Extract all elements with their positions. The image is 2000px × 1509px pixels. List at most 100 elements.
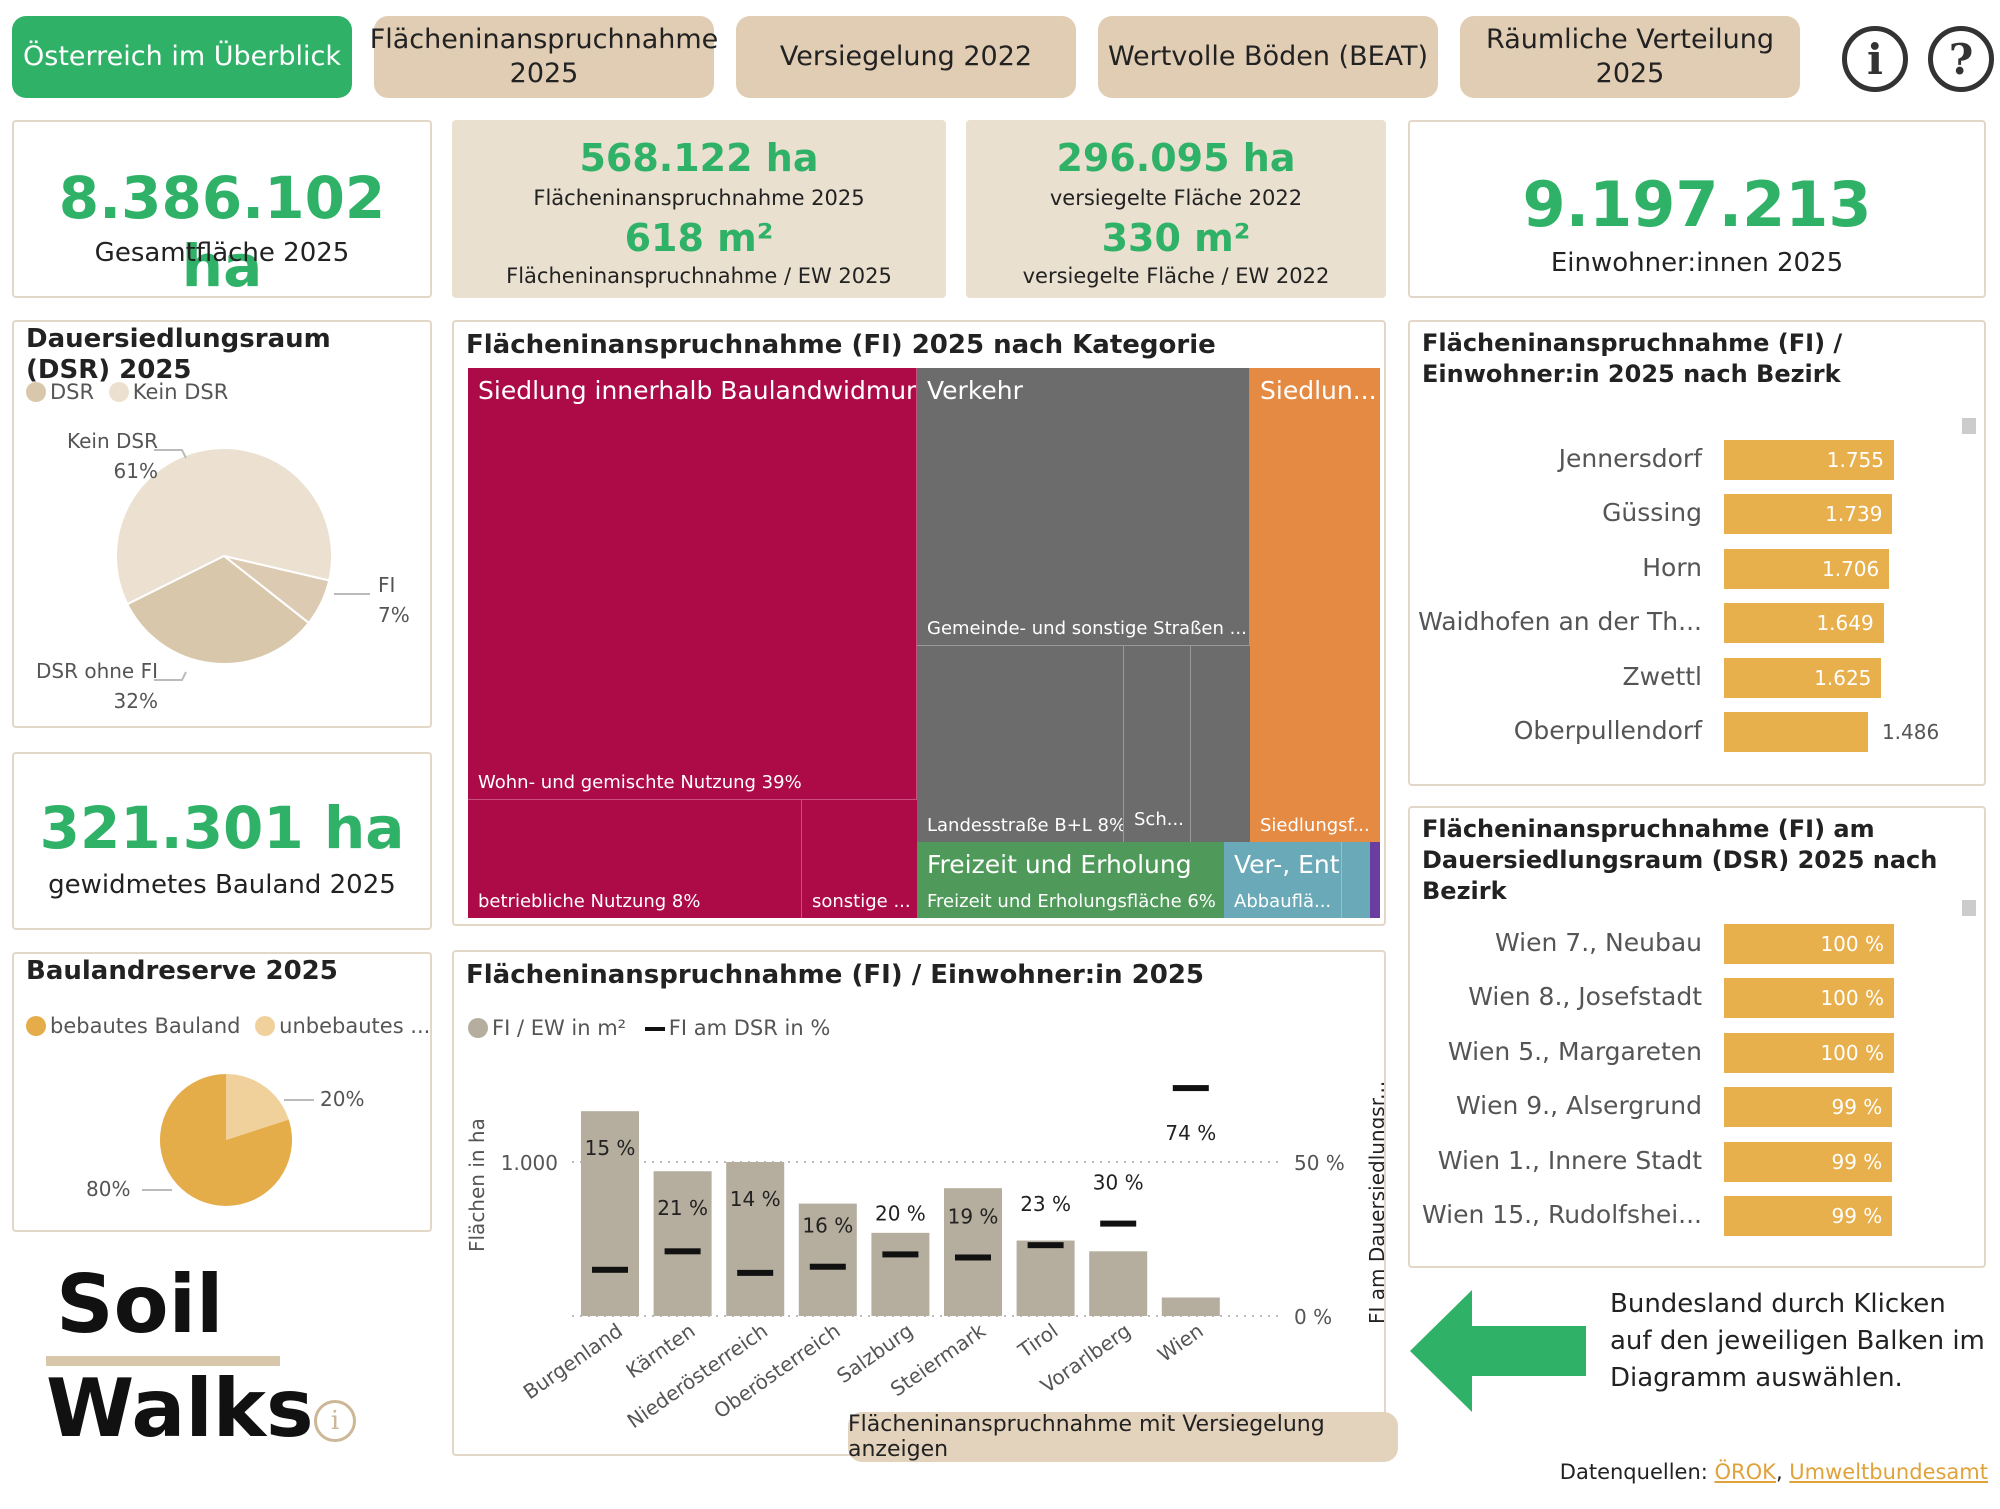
fi-ew-chart[interactable]: 1.000 50 % 0 % Flächen in ha FI am Dauersied… — [454, 952, 1384, 1452]
treemap-cell-versorgung[interactable]: Ver-, Ents... Abbauflä... — [1224, 842, 1342, 918]
logo-info-icon[interactable]: i — [314, 1400, 356, 1442]
bar[interactable] — [1724, 1141, 1893, 1182]
bar-salzburg[interactable] — [871, 1232, 930, 1316]
treemap-cell-schiene[interactable]: Sch... — [1124, 646, 1191, 842]
tab-wertvolle-boeden[interactable]: Wertvolle Böden (BEAT) — [1098, 16, 1438, 98]
dsr-marker — [955, 1254, 991, 1261]
bar-value: 1.625 — [1814, 665, 1872, 690]
kpi-vers-ew-value: 330 m² — [1101, 216, 1251, 260]
bar[interactable] — [1724, 548, 1890, 589]
dsr-pie[interactable] — [14, 322, 430, 726]
source-link-oerok[interactable]: ÖROK — [1714, 1460, 1776, 1484]
pie-slice-bebaut[interactable] — [160, 1074, 293, 1206]
treemap-cell-landesstrasse[interactable]: Landesstraße B+L 8% — [917, 646, 1124, 842]
bar-niederösterreich[interactable] — [726, 1162, 785, 1316]
show-sealing-button[interactable]: Flächeninanspruchnahme mit Versiegelung … — [848, 1412, 1398, 1462]
reserve-pie[interactable] — [14, 954, 430, 1230]
bezirk-dsr-scrollbar[interactable] — [1962, 900, 1976, 916]
pie-slice-unbebaut[interactable] — [226, 1074, 289, 1140]
treemap-cell-title: Ver-, Ents... — [1234, 850, 1341, 879]
treemap-cell-sub: betriebliche Nutzung 8% — [478, 891, 701, 912]
logo-line2: Walks — [46, 1362, 314, 1455]
bar[interactable] — [1724, 494, 1893, 535]
source-link-umweltbundesamt[interactable]: Umweltbundesamt — [1789, 1460, 1988, 1484]
legend-bebaut: bebautes Bauland — [50, 1014, 241, 1038]
dsr-card: Dauersiedlungsraum (DSR) 2025 DSR Kein D… — [12, 320, 432, 728]
legend-dot-kein-dsr — [108, 382, 129, 402]
arrow-left-icon — [1410, 1290, 1586, 1412]
bar-oberösterreich[interactable] — [798, 1203, 857, 1316]
bar-wien[interactable] — [1161, 1297, 1220, 1316]
x-tick-label[interactable]: Oberösterreich — [709, 1318, 844, 1423]
tab-flaecheninanspruchnahme[interactable]: Flächeninanspruchnahme 2025 — [370, 16, 718, 98]
help-icon[interactable]: ? — [1928, 26, 1994, 92]
y2-axis-label: FI am Dauersiedlungsr... — [1365, 1081, 1384, 1324]
treemap-cell-sonstige-violett[interactable] — [1370, 842, 1380, 918]
legend-dot-bebaut — [26, 1016, 46, 1036]
bar[interactable] — [1724, 1087, 1893, 1128]
y-axis-label: Flächen in ha — [465, 1118, 489, 1252]
bezirk-ew-bars: Jennersdorf 1.755 Güssing 1.739 Horn 1.706 Wai… — [1410, 322, 1988, 788]
bar-row-label: Wien 5., Margareten — [1447, 1036, 1702, 1066]
dsr-data-label: 19 % — [948, 1204, 999, 1228]
bar[interactable] — [1724, 978, 1894, 1019]
y2-tick-label: 50 % — [1294, 1151, 1345, 1175]
dsr-data-label: 20 % — [875, 1201, 926, 1225]
bar-burgenland[interactable] — [581, 1111, 639, 1316]
pie-slice-dsr-ohne-fi[interactable] — [125, 554, 311, 665]
treemap-cell-title: Freizeit und Erholung — [927, 850, 1192, 879]
kpi-einwohner-label: Einwohner:innen 2025 — [1550, 248, 1844, 278]
dsr-marker — [664, 1248, 701, 1255]
treemap-cell-sub: Gemeinde- und sonstige Straßen ... — [927, 618, 1247, 639]
legend-marker-icon — [644, 1027, 665, 1031]
bar-vorarlberg[interactable] — [1089, 1251, 1148, 1316]
x-tick-label[interactable]: Burgenland — [519, 1318, 627, 1404]
info-icon[interactable]: i — [1842, 26, 1908, 92]
x-tick-label[interactable]: Wien — [1153, 1318, 1208, 1366]
dsr-label-kein-pct: 61% — [113, 459, 158, 483]
bar[interactable] — [1724, 657, 1882, 698]
bar-value: 1.649 — [1816, 611, 1874, 636]
bar[interactable] — [1724, 924, 1894, 964]
bar-row-label: Jennersdorf — [1558, 444, 1702, 473]
tab-oesterreich[interactable]: Österreich im Überblick — [12, 16, 352, 98]
kpi-bauland-value: 321.301 ha — [39, 794, 405, 862]
pie-slice-kein-dsr[interactable] — [115, 447, 333, 606]
treemap-cell-sonstige[interactable]: sonstige ... — [802, 800, 917, 918]
bar[interactable] — [1724, 603, 1884, 644]
kpi-vers-ew-label: versiegelte Fläche / EW 2022 — [1022, 264, 1330, 288]
bar[interactable] — [1724, 1032, 1894, 1073]
bar-kärnten[interactable] — [653, 1171, 712, 1316]
kpi-gesamtflaeche-card: 8.386.102 ha Gesamtfläche 2025 — [12, 120, 432, 300]
treemap-cell-verkehr-sonst[interactable] — [1191, 646, 1250, 842]
bar[interactable] — [1724, 440, 1894, 480]
dsr-data-label: 74 % — [1165, 1121, 1216, 1145]
treemap-cell-siedlung-ausserhalb[interactable]: Siedlun... Siedlungsf... — [1250, 368, 1380, 842]
treemap-cell-sub: Wohn- und gemischte Nutzung 39% — [478, 772, 802, 793]
tab-raeumliche-verteilung[interactable]: Räumliche Verteilung 2025 — [1460, 16, 1800, 98]
tab-versiegelung[interactable]: Versiegelung 2022 — [736, 16, 1076, 98]
treemap-cell-freizeit[interactable]: Freizeit und Erholung Freizeit und Erhol… — [917, 842, 1224, 918]
bar[interactable] — [1724, 1196, 1893, 1236]
x-tick-label[interactable]: Tirol — [1013, 1318, 1063, 1363]
bar-value: 100 % — [1820, 932, 1884, 956]
kpi-fi-label: Flächeninanspruchnahme 2025 — [533, 186, 865, 210]
treemap-cell-sub: sonstige ... — [812, 891, 911, 912]
treemap-cell-abbau[interactable] — [1342, 842, 1370, 918]
fi-ew-chart-legend: FI / EW in m² FI am DSR in % — [468, 1016, 830, 1040]
legend-fi-dsr: FI am DSR in % — [668, 1016, 831, 1040]
bar[interactable] — [1724, 712, 1868, 752]
kpi-einwohner-card: 9.197.213 Einwohner:innen 2025 — [1408, 120, 1986, 298]
dsr-data-label: 15 % — [585, 1136, 636, 1160]
bar-row-label: Güssing — [1602, 498, 1702, 528]
treemap-cell-betriebliche[interactable]: betriebliche Nutzung 8% — [468, 800, 802, 918]
bar-tirol[interactable] — [1016, 1240, 1075, 1316]
treemap-cell-wohnnutzung[interactable]: Siedlung innerhalb Baulandwidmung Wohn- … — [468, 368, 917, 800]
dsr-marker — [592, 1266, 628, 1273]
treemap-cell-gemeindestrassen[interactable]: Verkehr Gemeinde- und sonstige Straßen .… — [917, 368, 1250, 646]
bezirk-ew-scrollbar[interactable] — [1962, 418, 1976, 434]
dsr-marker — [737, 1269, 774, 1276]
dsr-marker — [882, 1251, 919, 1258]
treemap-title: Flächeninanspruchnahme (FI) 2025 nach Ka… — [466, 330, 1216, 360]
bar-steiermark[interactable] — [944, 1188, 1002, 1316]
